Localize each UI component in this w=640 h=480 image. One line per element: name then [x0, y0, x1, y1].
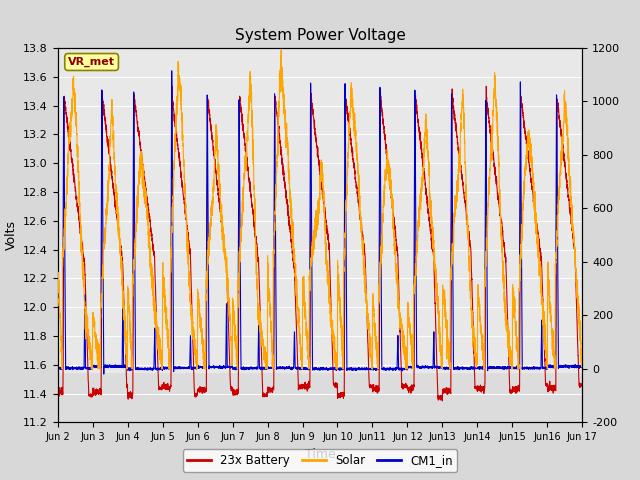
Legend: 23x Battery, Solar, CM1_in: 23x Battery, Solar, CM1_in — [182, 449, 458, 472]
Text: VR_met: VR_met — [68, 57, 115, 67]
X-axis label: Time: Time — [305, 448, 335, 461]
Title: System Power Voltage: System Power Voltage — [235, 28, 405, 43]
Bar — [58, 41, 582, 372]
Y-axis label: Volts: Volts — [4, 220, 17, 250]
